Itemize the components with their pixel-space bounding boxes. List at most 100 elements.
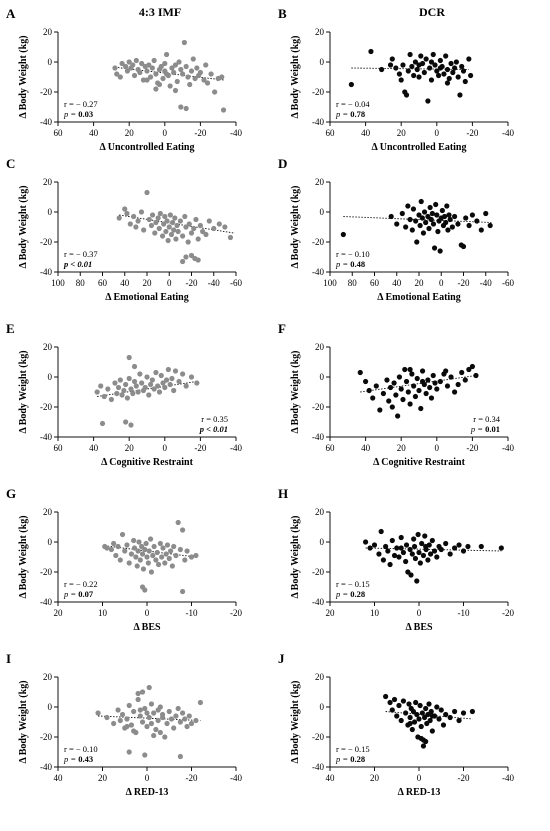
data-point xyxy=(409,371,415,377)
data-point xyxy=(430,51,436,58)
stat-r: r = − 0.10 xyxy=(336,249,370,259)
data-point xyxy=(108,396,114,403)
x-tick-label: -60 xyxy=(502,278,514,288)
data-point xyxy=(119,60,125,67)
panel-letter: J xyxy=(278,651,285,666)
data-point xyxy=(173,236,179,242)
data-point xyxy=(203,62,209,68)
data-point xyxy=(420,230,427,236)
trendline xyxy=(385,711,473,720)
data-point xyxy=(460,68,467,74)
x-tick-label: -40 xyxy=(502,443,514,453)
data-point xyxy=(407,720,413,727)
data-point xyxy=(142,752,148,758)
data-point xyxy=(155,707,161,713)
data-point xyxy=(135,389,141,395)
data-point xyxy=(168,716,175,722)
group-title-dcr: DCR xyxy=(419,5,445,19)
data-point xyxy=(407,216,413,223)
x-tick-label: 0 xyxy=(439,278,444,288)
data-point xyxy=(139,719,146,725)
data-point xyxy=(462,377,468,383)
data-point xyxy=(148,720,155,727)
data-point xyxy=(128,422,134,428)
data-point xyxy=(131,708,137,715)
data-point xyxy=(193,552,199,559)
data-point xyxy=(420,743,427,749)
x-tick-label: -40 xyxy=(230,128,242,138)
data-point xyxy=(185,239,191,245)
y-tick-label: -40 xyxy=(312,117,324,127)
data-point xyxy=(393,392,399,398)
data-point xyxy=(460,548,467,554)
data-point xyxy=(421,69,427,76)
data-point xyxy=(193,216,199,223)
data-point xyxy=(163,551,169,557)
x-tick-label: -20 xyxy=(502,608,514,618)
data-point xyxy=(434,386,440,392)
data-point xyxy=(175,228,181,235)
data-point xyxy=(389,707,395,713)
stat-p-prefix: p = xyxy=(335,754,350,764)
data-point xyxy=(137,69,143,76)
data-point xyxy=(459,63,465,70)
data-point xyxy=(452,65,458,71)
data-point xyxy=(175,519,181,526)
data-point xyxy=(443,540,449,547)
data-point xyxy=(182,557,188,563)
panel-letter: C xyxy=(6,156,15,171)
data-point xyxy=(133,383,139,389)
data-point xyxy=(192,75,198,82)
x-tick-label: 10 xyxy=(98,608,108,618)
data-point xyxy=(407,401,413,407)
data-point xyxy=(137,371,143,377)
data-point xyxy=(113,552,119,559)
data-point xyxy=(140,77,147,83)
data-point xyxy=(180,588,186,595)
data-point xyxy=(428,395,435,401)
data-point xyxy=(421,209,428,215)
data-point xyxy=(439,207,445,214)
data-point xyxy=(211,225,217,232)
data-point xyxy=(391,380,397,386)
data-point xyxy=(419,710,425,716)
data-point xyxy=(149,377,155,383)
x-axis-title: Δ Cognitive Restraint xyxy=(373,457,465,468)
data-point xyxy=(126,354,132,361)
data-point xyxy=(197,222,203,229)
data-point xyxy=(435,72,442,79)
data-point xyxy=(414,66,420,73)
data-point xyxy=(403,92,410,98)
data-point xyxy=(152,230,158,236)
y-tick-label: 0 xyxy=(320,207,325,217)
data-point xyxy=(418,198,424,205)
data-point xyxy=(447,551,453,557)
data-point xyxy=(188,554,195,560)
y-axis-title: Δ Body Weight (kg) xyxy=(18,185,29,268)
data-point xyxy=(161,221,167,227)
data-point xyxy=(413,699,419,706)
y-tick-label: -40 xyxy=(40,597,52,607)
data-point xyxy=(444,203,450,209)
data-point xyxy=(378,528,384,535)
y-tick-label: 0 xyxy=(320,372,325,382)
data-point xyxy=(126,375,132,382)
data-point xyxy=(172,62,179,68)
y-tick-label: -20 xyxy=(312,402,324,412)
x-tick-label: 100 xyxy=(323,278,337,288)
data-point xyxy=(423,738,429,745)
data-point xyxy=(162,560,168,566)
data-point xyxy=(163,71,170,77)
data-point xyxy=(126,749,132,755)
stat-p-prefix: p = xyxy=(335,259,350,269)
data-point xyxy=(402,366,408,373)
data-point xyxy=(435,228,441,235)
data-point xyxy=(175,705,181,712)
data-point xyxy=(400,62,406,68)
data-point xyxy=(127,221,133,227)
y-tick-label: -40 xyxy=(40,762,52,772)
data-point xyxy=(418,405,424,412)
